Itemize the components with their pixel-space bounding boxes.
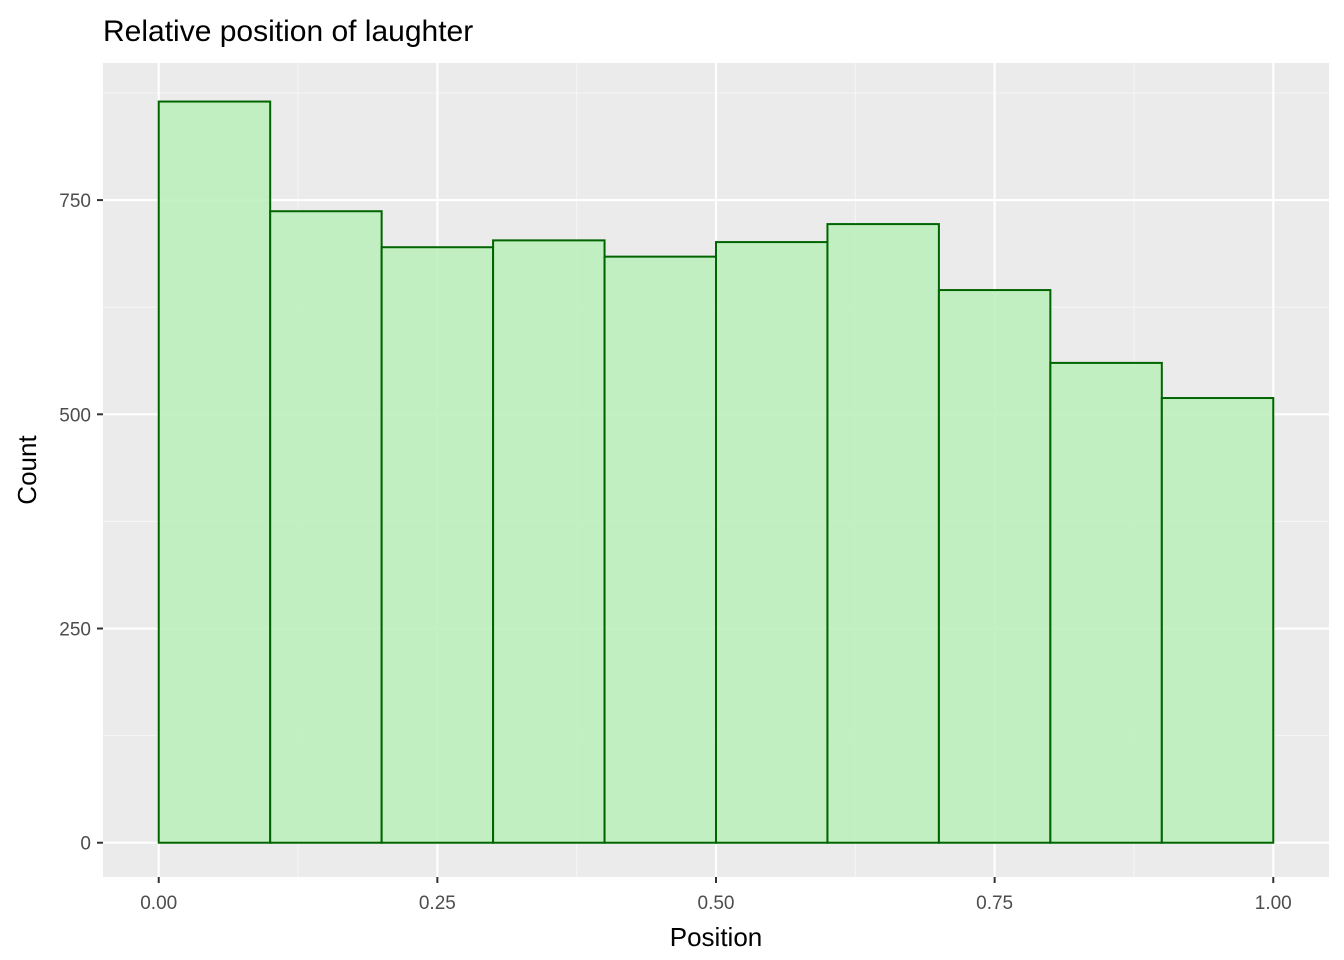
- bars: [157, 100, 1275, 844]
- histogram-bar-0: [157, 100, 272, 844]
- histogram-bar-4: [603, 255, 718, 844]
- x-tick-label: 0.00: [140, 893, 177, 914]
- x-tick-label: 0.25: [419, 893, 456, 914]
- x-axis: 0.00 0.25 0.50 0.75 1.00: [140, 877, 1292, 914]
- x-tick-label: 1.00: [1255, 893, 1292, 914]
- y-axis-title: Count: [12, 435, 42, 505]
- histogram-bar-5: [715, 241, 829, 844]
- y-tick-label: 500: [59, 405, 91, 426]
- x-axis-title: Position: [670, 922, 763, 952]
- histogram-bar-9: [1160, 397, 1275, 844]
- histogram-bar-6: [826, 223, 940, 844]
- y-tick-label: 750: [59, 191, 91, 212]
- y-tick-label: 0: [80, 834, 91, 855]
- histogram-bar-1: [269, 210, 383, 844]
- x-tick-label: 0.75: [976, 893, 1013, 914]
- histogram-bar-2: [380, 246, 495, 844]
- histogram-bar-3: [492, 239, 606, 844]
- histogram-bar-8: [1049, 361, 1163, 844]
- chart-title: Relative position of laughter: [103, 15, 473, 48]
- y-axis: 0 250 500 750: [59, 191, 103, 855]
- y-tick-label: 250: [59, 620, 91, 641]
- histogram-bar-7: [937, 289, 1052, 844]
- x-tick-label: 0.50: [698, 893, 735, 914]
